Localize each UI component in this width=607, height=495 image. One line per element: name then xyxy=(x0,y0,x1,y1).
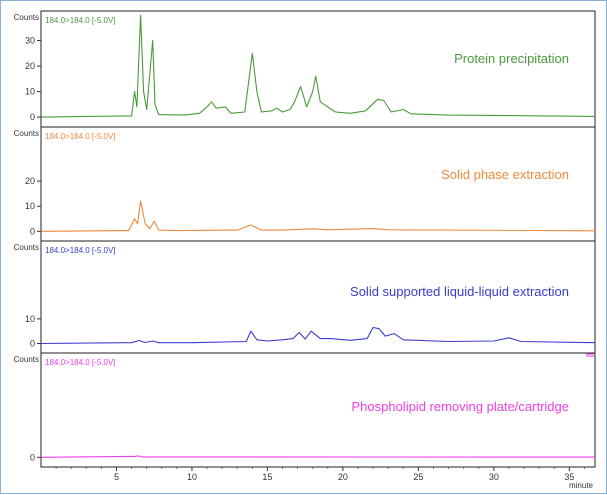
mrm-transition-label: 184.0>184.0 [-5.0V] xyxy=(45,358,116,367)
series-title: Solid phase extraction xyxy=(441,167,569,182)
y-tick-label: 0 xyxy=(30,452,35,462)
y-tick-label: 10 xyxy=(25,87,35,97)
y-tick-label: 20 xyxy=(25,61,35,71)
y-tick-label: 0 xyxy=(30,338,35,348)
x-tick-label: 25 xyxy=(413,472,423,482)
y-axis-label: Counts xyxy=(14,13,39,22)
series-line-1 xyxy=(40,14,596,118)
series-line-2 xyxy=(40,200,596,232)
y-tick-label: 0 xyxy=(30,112,35,122)
x-tick-label: 5 xyxy=(114,472,119,482)
x-tick-label: 30 xyxy=(489,472,499,482)
series-title: Phospholipid removing plate/cartridge xyxy=(351,399,569,414)
y-tick-label: 20 xyxy=(25,176,35,186)
y-tick-label: 30 xyxy=(25,36,35,46)
mrm-transition-label: 184.0>184.0 [-5.0V] xyxy=(45,132,116,141)
series-title: Protein precipitation xyxy=(454,51,569,66)
y-axis-label: Counts xyxy=(14,129,39,138)
x-tick-label: 35 xyxy=(564,472,574,482)
y-axis-label: Counts xyxy=(14,355,39,364)
series-line-3 xyxy=(40,326,596,345)
series-line-4 xyxy=(40,455,596,458)
y-tick-label: 0 xyxy=(30,226,35,236)
plot-border xyxy=(40,10,596,468)
mrm-transition-label: 184.0>184.0 [-5.0V] xyxy=(45,246,116,255)
x-tick-label: 10 xyxy=(187,472,197,482)
y-axis-label: Counts xyxy=(14,243,39,252)
x-axis-label: minute xyxy=(569,481,594,490)
mrm-transition-label: 184.0>184.0 [-5.0V] xyxy=(45,16,116,25)
series-title: Solid supported liquid-liquid extraction xyxy=(350,284,569,299)
x-tick-label: 20 xyxy=(338,472,348,482)
x-tick-label: 15 xyxy=(262,472,272,482)
y-tick-label: 10 xyxy=(25,201,35,211)
y-tick-label: 10 xyxy=(25,314,35,324)
